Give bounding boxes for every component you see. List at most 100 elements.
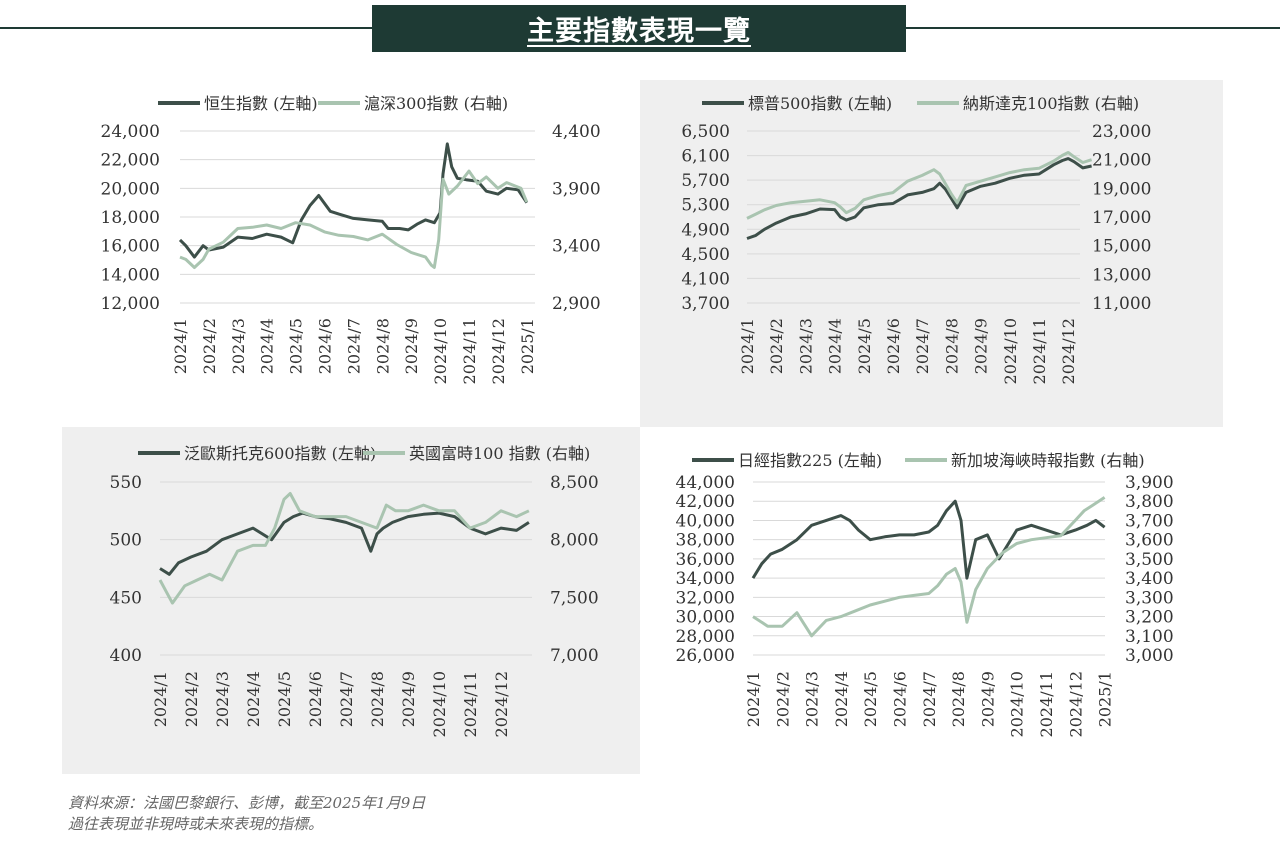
chart-svg: 44,00042,00040,00038,00036,00034,00032,0…: [676, 451, 1174, 737]
y-left-tick-label: 30,000: [676, 608, 735, 628]
series-line-right-axis: [746, 151, 1093, 220]
chart-panel-nikkei: 44,000 42,000 40,000 38,000 36,000 34,000 32,0…: [640, 427, 1223, 774]
chart-panel-sp500: 6,500 6,100 5,700 5,300 4,900 4,500 4,100 3,700…: [640, 80, 1223, 427]
legend-label: 納斯達克100指數 (右軸): [963, 94, 1139, 113]
y-right-tick-label: 8,000: [550, 531, 599, 551]
y-right-tick-label: 3,900: [1125, 473, 1174, 493]
y-left-tick-label: 400: [110, 646, 142, 666]
legend-label: 新加坡海峽時報指數 (右軸): [951, 451, 1145, 470]
chart-panel-hang-seng: 24,000 22,000 20,000 18,000 16,000 14,000 12,0…: [60, 80, 640, 425]
y-left-tick-label: 12,000: [101, 294, 160, 314]
y-right-tick-label: 3,600: [1125, 531, 1174, 551]
source-footnote: 資料來源：法國巴黎銀行、彭博，截至2025年1月9日 過往表現並非現時或未來表現…: [68, 793, 425, 835]
y-left-tick-label: 26,000: [676, 646, 735, 666]
y-right-tick-label: 3,400: [552, 237, 601, 257]
x-tick-label: 2024/2: [200, 318, 219, 374]
y-right-tick-label: 3,900: [552, 179, 601, 199]
y-left-tick-label: 4,100: [681, 269, 730, 289]
x-tick-label: 2024/5: [275, 671, 294, 727]
x-tick-label: 2024/4: [258, 318, 277, 374]
y-left-tick-label: 14,000: [101, 265, 160, 285]
title-banner: 主要指數表現一覽: [372, 5, 906, 52]
x-tick-label: 2024/2: [773, 671, 792, 727]
y-left-tick-label: 34,000: [676, 569, 735, 589]
x-tick-label: 2024/12: [1059, 318, 1078, 384]
x-tick-label: 2024/10: [430, 671, 449, 737]
x-tick-label: 2024/6: [306, 671, 325, 727]
x-tick-label: 2024/5: [287, 318, 306, 374]
series-line-right-axis: [158, 492, 530, 605]
x-tick-label: 2024/5: [855, 318, 874, 374]
x-tick-label: 2024/7: [913, 318, 932, 374]
y-left-tick-label: 42,000: [676, 492, 735, 512]
series-line-left-axis: [746, 157, 1092, 240]
x-tick-label: 2024/9: [978, 671, 997, 727]
y-left-tick-label: 40,000: [676, 511, 735, 531]
y-right-tick-label: 3,800: [1125, 492, 1174, 512]
chart-svg: 550 500 450 400 8,500 8,000 7,500 7,000 2024/1 20…: [110, 444, 599, 737]
x-tick-label: 2024/6: [891, 671, 910, 727]
x-tick-label: 2024/11: [1030, 318, 1049, 384]
y-left-tick-label: 550: [110, 473, 142, 493]
y-left-tick-label: 32,000: [676, 588, 735, 608]
x-tick-label: 2024/7: [344, 318, 363, 374]
y-right-tick-label: 17,000: [1092, 208, 1151, 228]
x-tick-label: 2024/4: [826, 318, 845, 374]
legend-label: 恒生指數 (左軸): [204, 94, 318, 113]
y-left-tick-label: 6,100: [681, 147, 730, 167]
y-right-tick-label: 23,000: [1092, 122, 1151, 142]
y-right-tick-label: 2,900: [552, 294, 601, 314]
y-left-tick-label: 500: [110, 531, 142, 551]
x-tick-label: 2024/7: [337, 671, 356, 727]
x-tick-label: 2024/8: [942, 318, 961, 374]
x-tick-label: 2024/11: [461, 671, 480, 737]
y-right-tick-label: 3,300: [1125, 588, 1174, 608]
y-left-tick-label: 450: [110, 588, 142, 608]
y-right-tick-label: 3,000: [1125, 646, 1174, 666]
y-left-tick-label: 24,000: [101, 122, 160, 142]
y-left-tick-label: 5,700: [681, 171, 730, 191]
x-tick-label: 2024/8: [373, 318, 392, 374]
x-tick-label: 2024/8: [368, 671, 387, 727]
x-tick-label: 2025/1: [518, 318, 537, 374]
x-tick-label: 2024/9: [972, 318, 991, 374]
series-line-left-axis: [159, 511, 530, 576]
x-tick-label: 2024/10: [1008, 671, 1027, 737]
series-line-left-axis: [178, 142, 529, 259]
x-tick-label: 2024/1: [151, 671, 170, 727]
x-tick-label: 2024/10: [431, 318, 450, 384]
series-line-left-axis: [751, 499, 1106, 580]
y-left-tick-label: 22,000: [101, 151, 160, 171]
series-line-right-axis: [752, 496, 1106, 638]
y-left-tick-label: 28,000: [676, 627, 735, 647]
y-left-tick-label: 44,000: [676, 473, 735, 493]
y-left-tick-label: 4,500: [681, 245, 730, 265]
y-right-tick-label: 3,700: [1125, 511, 1174, 531]
legend-label: 滬深300指數 (右軸): [364, 94, 508, 113]
x-tick-label: 2024/7: [920, 671, 939, 727]
y-right-tick-label: 3,500: [1125, 550, 1174, 570]
chart-svg: 6,500 6,100 5,700 5,300 4,900 4,500 4,100 3,700…: [681, 94, 1151, 384]
footnote-source: 資料來源：法國巴黎銀行、彭博，截至2025年1月9日: [68, 794, 426, 812]
x-tick-label: 2024/6: [884, 318, 903, 374]
y-right-tick-label: 8,500: [550, 473, 599, 493]
x-tick-label: 2024/5: [861, 671, 880, 727]
legend-label: 標普500指數 (左軸): [748, 94, 892, 113]
legend-label: 泛歐斯托克600指數 (左軸): [184, 444, 376, 463]
page-title: 主要指數表現一覽: [527, 16, 751, 47]
x-tick-label: 2024/1: [171, 318, 190, 374]
x-tick-label: 2024/1: [744, 671, 763, 727]
y-left-tick-label: 6,500: [681, 122, 730, 142]
x-tick-label: 2024/12: [489, 318, 508, 384]
x-tick-label: 2024/3: [213, 671, 232, 727]
x-tick-label: 2025/1: [1096, 671, 1115, 727]
y-right-tick-label: 3,400: [1125, 569, 1174, 589]
y-right-tick-label: 3,200: [1125, 608, 1174, 628]
x-tick-label: 2024/9: [402, 318, 421, 374]
y-left-tick-label: 16,000: [101, 237, 160, 257]
x-tick-label: 2024/11: [1037, 671, 1056, 737]
x-tick-label: 2024/6: [316, 318, 335, 374]
y-right-tick-label: 3,100: [1125, 627, 1174, 647]
y-right-tick-label: 11,000: [1092, 294, 1151, 314]
x-tick-label: 2024/12: [1066, 671, 1085, 737]
